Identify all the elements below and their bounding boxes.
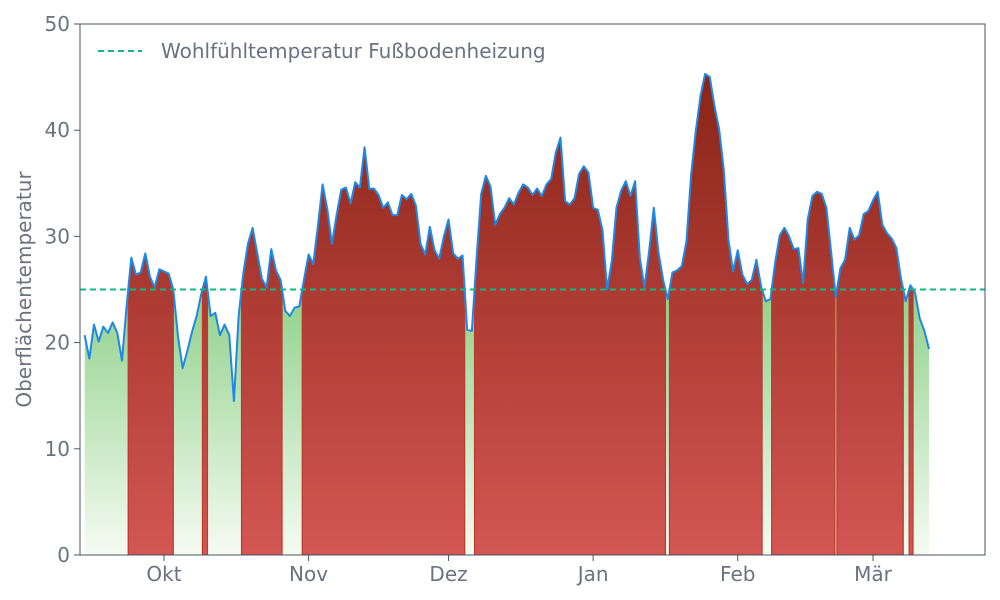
y-tick-label: 10	[45, 437, 70, 461]
x-tick-label: Jan	[576, 562, 609, 586]
x-tick-label: Dez	[429, 562, 467, 586]
above-comfort-region	[908, 284, 914, 555]
y-axis-label: Oberflächentemperatur	[12, 171, 36, 408]
legend: Wohlfühltemperatur Fußbodenheizung	[98, 39, 546, 63]
y-tick-label: 50	[45, 12, 70, 36]
axes: 0 10 20 30 40 50 Okt Nov Dez Jan Feb Mär	[45, 12, 986, 586]
plot-frame	[79, 23, 986, 556]
x-tick-label: Feb	[720, 562, 755, 586]
y-tick-label: 0	[57, 543, 70, 567]
x-tick-label: Nov	[289, 562, 328, 586]
above-comfort-region	[771, 191, 836, 555]
temperature-line	[83, 72, 930, 403]
above-comfort-region	[201, 276, 209, 555]
legend-label: Wohlfühltemperatur Fußbodenheizung	[161, 39, 546, 63]
x-tick-label: Okt	[146, 562, 181, 586]
above-comfort-region	[668, 73, 763, 555]
y-tick-label: 20	[45, 331, 70, 355]
plot-area	[80, 72, 985, 555]
y-tick-label: 30	[45, 224, 70, 248]
x-tick-label: Mär	[854, 562, 893, 586]
y-tick-label: 40	[45, 118, 70, 142]
above-comfort-region	[127, 252, 174, 555]
